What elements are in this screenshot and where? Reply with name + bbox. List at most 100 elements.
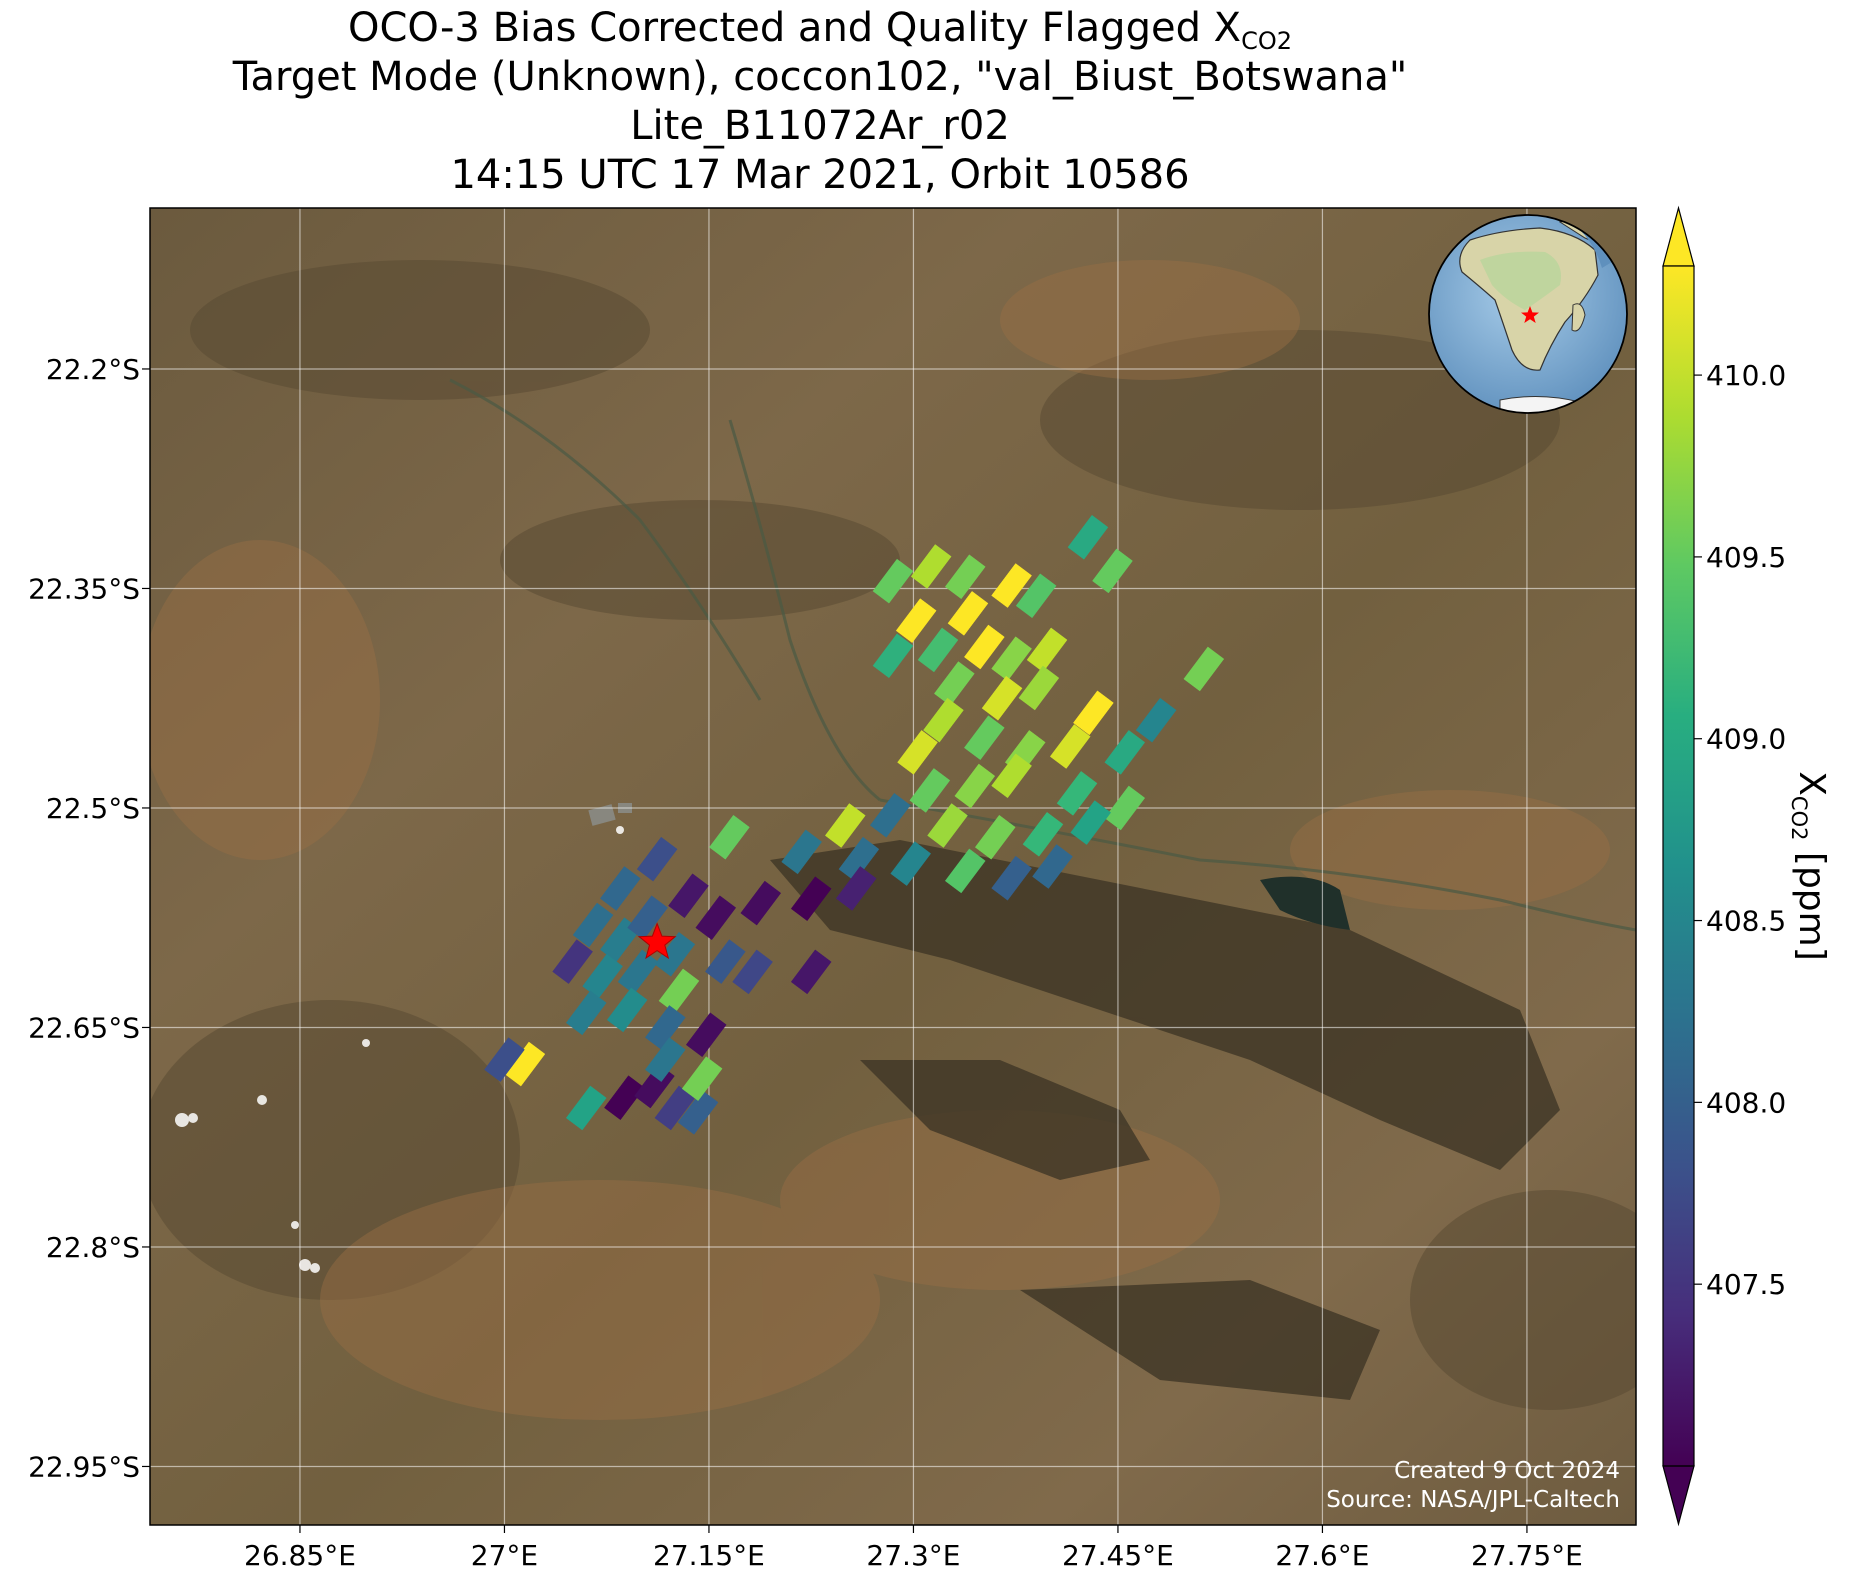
lat-tick-label: 22.65°S — [28, 1011, 140, 1044]
sounding-footprint — [644, 1037, 686, 1083]
lat-tick-label: 22.5°S — [46, 792, 140, 825]
colorbar-tick-label: 408.5 — [1706, 905, 1786, 938]
colorbar-ticks: 407.5 408.0 408.5 409.0 409.5 410.0 — [1694, 359, 1786, 1301]
lon-tick-label: 27.45°E — [1062, 1539, 1174, 1572]
map-panel: Created 9 Oct 2024 Source: NASA/JPL-Calt… — [149, 207, 1637, 1526]
sounding-footprint — [944, 848, 986, 894]
sounding-footprint — [1022, 811, 1064, 857]
sounding-footprint — [685, 1012, 727, 1058]
sounding-footprint — [1032, 844, 1073, 889]
colorbar-tick-label: 408.0 — [1706, 1086, 1786, 1119]
xco2-soundings — [484, 514, 1225, 1135]
credit-created: Created 9 Oct 2024 — [1394, 1458, 1620, 1484]
lat-tick-label: 22.35°S — [28, 572, 140, 605]
title-line-1: OCO-3 Bias Corrected and Quality Flagged… — [347, 5, 1292, 55]
sounding-footprint — [704, 939, 746, 984]
lon-tick-label: 27.3°E — [866, 1539, 960, 1572]
lat-tick-label: 22.8°S — [46, 1231, 140, 1264]
lat-tick-label: 22.95°S — [28, 1450, 140, 1483]
sounding-footprint — [1018, 665, 1060, 711]
sounding-footprint — [944, 554, 986, 600]
target-star-marker — [637, 922, 677, 960]
sounding-footprint — [1056, 770, 1098, 816]
sounding-footprint — [1073, 690, 1114, 736]
sounding-footprint — [897, 730, 938, 775]
sounding-footprint — [1067, 514, 1109, 560]
sounding-footprint — [565, 990, 607, 1036]
sounding-footprint — [668, 873, 709, 919]
sounding-footprint — [572, 902, 614, 948]
sounding-footprint — [709, 814, 750, 860]
sounding-footprint — [644, 1005, 686, 1050]
lon-tick-label: 27.15°E — [653, 1539, 765, 1572]
colorbar-min-extension — [1662, 1465, 1695, 1527]
colorbar-tick-label: 409.5 — [1706, 541, 1786, 574]
sounding-footprint — [599, 866, 641, 911]
map-title: OCO-3 Bias Corrected and Quality Flagged… — [150, 4, 1490, 200]
sounding-footprint — [565, 1085, 607, 1131]
sounding-footprint — [872, 633, 914, 679]
sounding-footprint — [872, 558, 914, 604]
sounding-footprint — [991, 753, 1032, 799]
lon-tick-label: 27°E — [471, 1539, 538, 1572]
sounding-footprint — [484, 1037, 525, 1083]
satellite-basemap: Created 9 Oct 2024 Source: NASA/JPL-Calt… — [150, 208, 1636, 1525]
sounding-footprint — [1026, 627, 1068, 673]
sounding-footprint — [909, 768, 951, 813]
sounding-footprint — [636, 836, 678, 882]
sounding-footprint — [1183, 646, 1225, 692]
sounding-footprint — [627, 895, 668, 941]
sounding-footprint — [895, 598, 937, 644]
sounding-footprint — [1092, 548, 1133, 594]
sounding-footprint — [991, 855, 1032, 901]
sounding-footprint — [732, 949, 773, 995]
colorbar-tick-label: 407.5 — [1706, 1268, 1786, 1301]
longitude-axis: 26.85°E 27°E 27.15°E 27.3°E 27.45°E 27.6°E 27.… — [244, 1525, 1583, 1572]
sounding-footprint — [963, 624, 1005, 670]
sounding-footprint — [740, 880, 782, 926]
sounding-footprint — [606, 987, 648, 1033]
sounding-footprint — [677, 1089, 719, 1135]
sounding-footprint — [1135, 697, 1177, 743]
sounding-footprint — [923, 697, 964, 743]
sounding-footprint — [552, 939, 593, 984]
sounding-footprint — [1070, 800, 1112, 845]
title-line-2: Target Mode (Unknown), coccon102, "val_B… — [232, 54, 1408, 100]
sounding-footprint — [963, 715, 1005, 761]
sounding-footprint — [991, 636, 1032, 682]
sounding-footprint — [910, 544, 952, 589]
title-line-3: Lite_B11072Ar_r02 — [630, 103, 1010, 149]
lon-tick-label: 26.85°E — [244, 1539, 356, 1572]
sounding-footprint — [681, 1056, 723, 1102]
map-frame — [149, 207, 1637, 1526]
sounding-footprint — [790, 876, 832, 922]
credit-source: Source: NASA/JPL-Caltech — [1326, 1487, 1620, 1513]
colorbar-gradient — [1663, 266, 1694, 1466]
sounding-footprint — [835, 866, 877, 911]
sounding-footprint — [917, 627, 959, 673]
sounding-footprint — [1015, 573, 1057, 619]
lon-tick-label: 27.75°E — [1471, 1539, 1583, 1572]
colorbar-tick-label: 409.0 — [1706, 723, 1786, 756]
lon-tick-label: 27.6°E — [1275, 1539, 1369, 1572]
colorbar: 407.5 408.0 408.5 409.0 409.5 410.0 XCO2 [ppm… — [1662, 205, 1832, 1527]
sounding-footprint — [991, 563, 1032, 608]
sounding-footprint — [954, 763, 996, 809]
sounding-footprint — [1049, 724, 1091, 769]
sounding-footprint — [947, 590, 989, 636]
title-line-4: 14:15 UTC 17 Mar 2021, Orbit 10586 — [450, 152, 1190, 198]
sounding-footprint — [981, 675, 1023, 721]
sounding-footprint — [838, 836, 880, 882]
sounding-footprint — [617, 949, 659, 995]
sounding-footprint — [974, 814, 1016, 860]
colorbar-label: XCO2 [ppm] — [1787, 771, 1832, 961]
colorbar-tick-label: 410.0 — [1706, 359, 1786, 392]
latitude-axis: 22.2°S 22.35°S 22.5°S 22.65°S 22.8°S 22.95°S — [28, 353, 150, 1483]
inset-globe — [1428, 214, 1628, 414]
sounding-footprint — [1104, 730, 1146, 775]
sounding-footprint — [654, 931, 696, 977]
sounding-footprint — [781, 829, 823, 875]
sounding-footprint — [1104, 785, 1146, 831]
sounding-footprint — [869, 792, 911, 838]
